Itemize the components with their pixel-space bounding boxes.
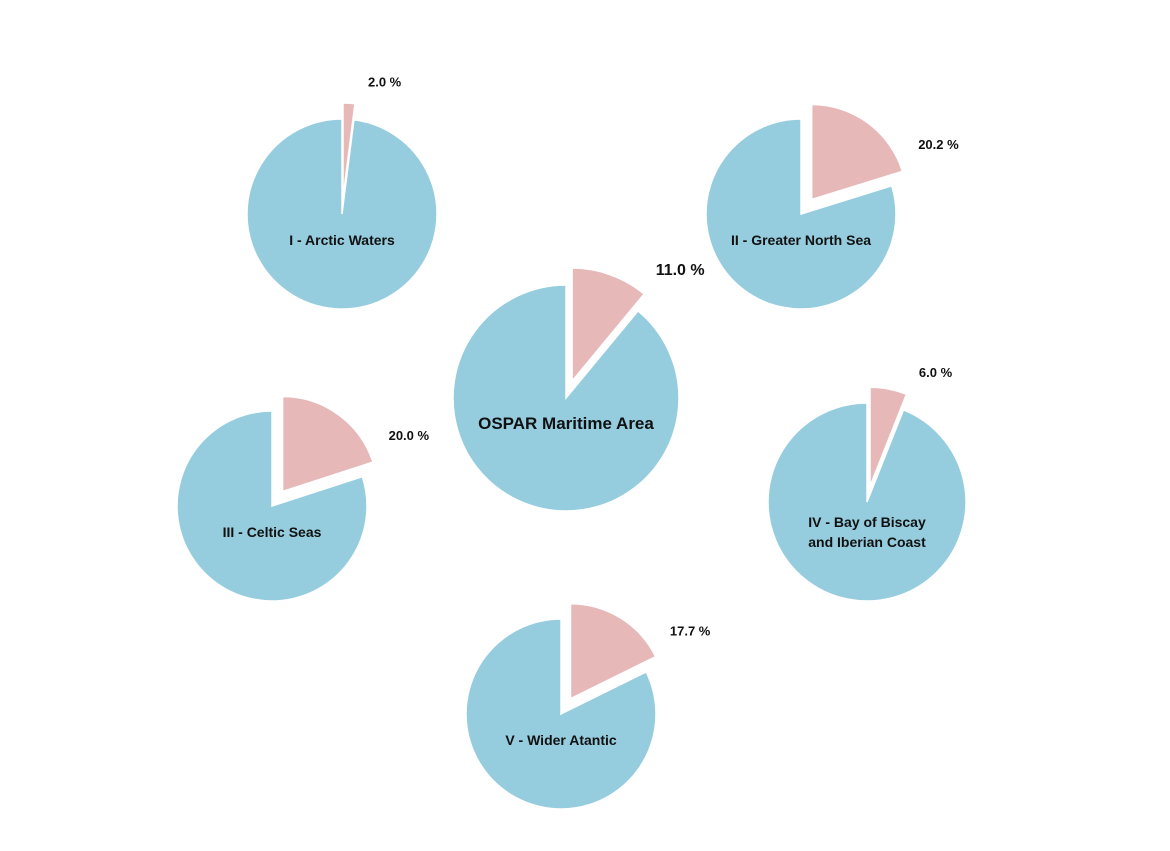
bay-of-biscay-title-line-2: and Iberian Coast	[808, 534, 926, 550]
pie-wider-atlantic: 17.7 % V - Wider Atantic	[465, 602, 711, 810]
arctic-waters-main-slice	[246, 118, 438, 310]
ospar-percent-label: 11.0 %	[656, 262, 705, 279]
bay-of-biscay-percent-label: 6.0 %	[919, 365, 953, 380]
wider-atlantic-highlight-slice	[569, 602, 657, 700]
arctic-waters-title: I - Arctic Waters	[289, 232, 395, 248]
bay-of-biscay-highlight-slice	[869, 386, 908, 487]
celtic-seas-percent-label: 20.0 %	[389, 428, 430, 443]
arctic-waters-highlight-slice	[342, 102, 356, 199]
bay-of-biscay-title-line-1: IV - Bay of Biscay	[808, 514, 926, 530]
celtic-seas-main-slice	[176, 410, 368, 602]
wider-atlantic-main-slice	[465, 618, 657, 810]
pie-greater-north-sea: 20.2 % II - Greater North Sea	[705, 103, 959, 310]
pie-ospar: 11.0 % OSPAR Maritime Area	[452, 262, 705, 512]
wider-atlantic-percent-label: 17.7 %	[670, 623, 711, 638]
wider-atlantic-title: V - Wider Atantic	[505, 732, 617, 748]
ospar-title: OSPAR Maritime Area	[478, 414, 654, 433]
celtic-seas-title: III - Celtic Seas	[223, 524, 322, 540]
greater-north-sea-highlight-slice	[810, 103, 904, 201]
greater-north-sea-percent-label: 20.2 %	[918, 137, 959, 152]
ospar-highlight-slice	[571, 267, 646, 384]
greater-north-sea-main-slice	[705, 118, 897, 310]
arctic-waters-percent-label: 2.0 %	[368, 74, 402, 89]
celtic-seas-highlight-slice	[281, 395, 374, 493]
pie-celtic-seas: 20.0 % III - Celtic Seas	[176, 395, 430, 602]
bay-of-biscay-main-slice	[767, 402, 967, 602]
ospar-main-slice	[452, 284, 680, 512]
greater-north-sea-title: II - Greater North Sea	[731, 232, 871, 248]
pie-bay-of-biscay: 6.0 % IV - Bay of Biscay and Iberian Coast	[767, 365, 967, 602]
pie-arctic-waters: 2.0 % I - Arctic Waters	[246, 74, 438, 310]
